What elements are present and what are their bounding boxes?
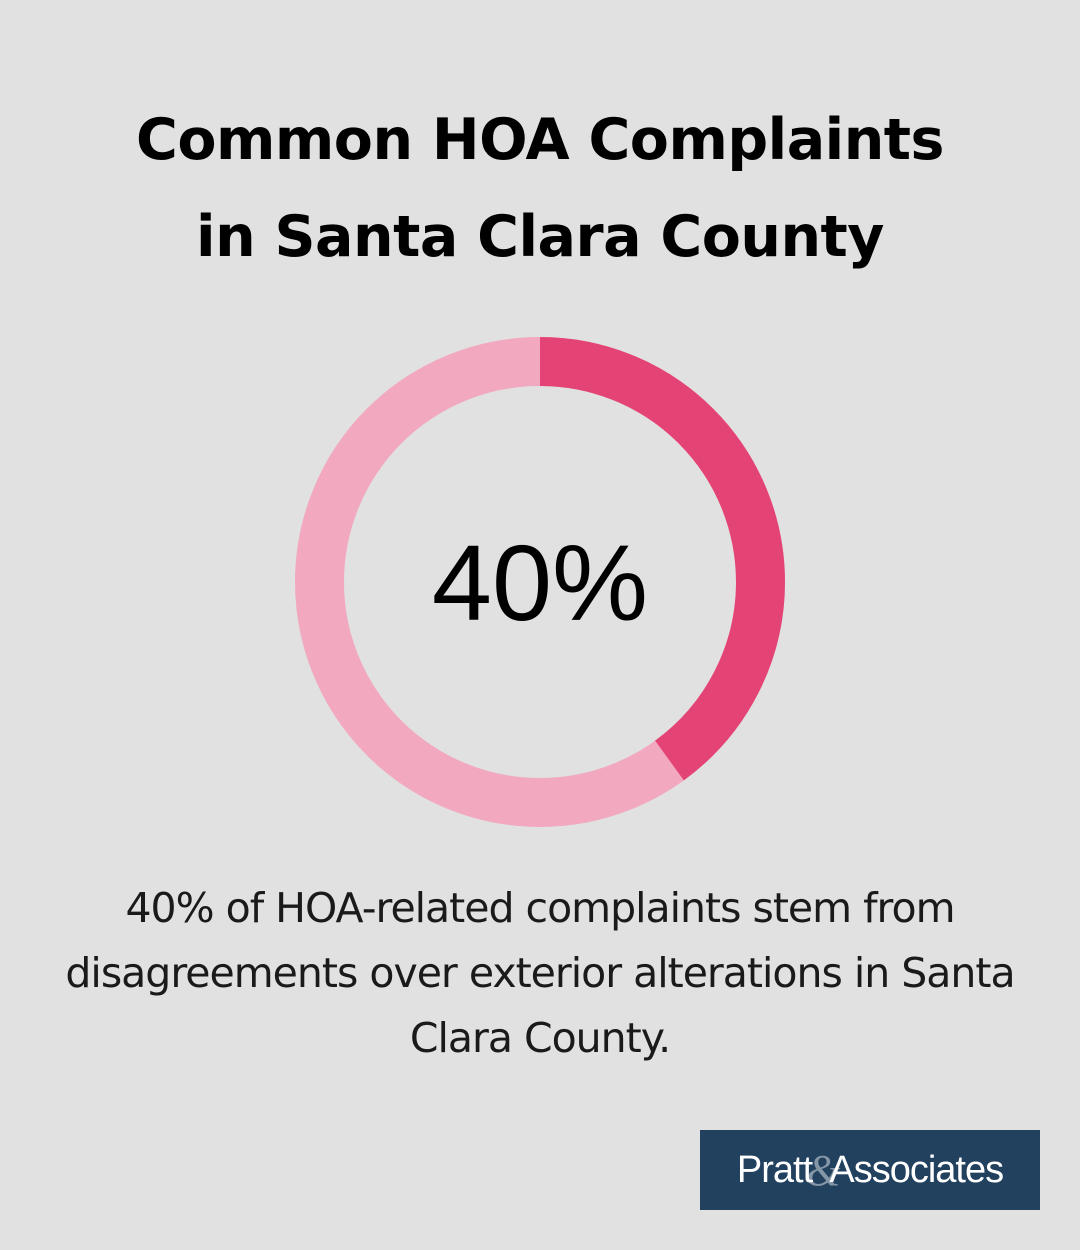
center-value-text: 40% xyxy=(431,521,649,643)
donut-highlight-arc xyxy=(295,337,785,827)
logo-text-pratt: Pratt xyxy=(736,1148,813,1191)
stat-description: 40% of HOA-related complaints stem from … xyxy=(65,884,1015,1062)
ampersand-icon: & xyxy=(806,1145,840,1195)
title-line-1: Common HOA Complaints xyxy=(136,107,944,173)
donut-chart xyxy=(295,337,785,827)
donut-center-value: 40% xyxy=(290,332,790,832)
title-line-2: in Santa Clara County xyxy=(196,204,884,270)
pratt-associates-logo: Pratt & Associates xyxy=(700,1130,1040,1210)
page-title: Common HOA Complaints in Santa Clara Cou… xyxy=(0,92,1080,286)
logo-text-associates: Associates xyxy=(829,1148,1004,1191)
